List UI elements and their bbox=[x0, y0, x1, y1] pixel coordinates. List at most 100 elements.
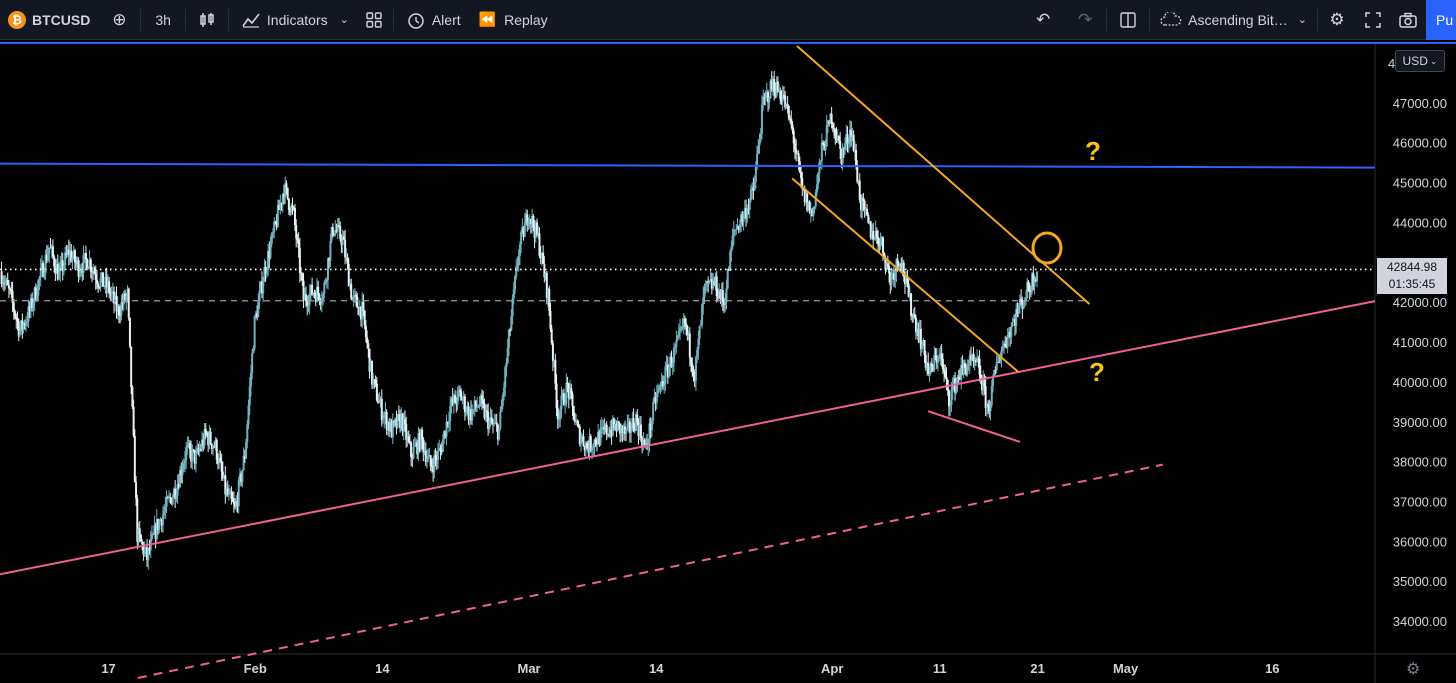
candle-body bbox=[958, 377, 961, 380]
candle-body bbox=[957, 377, 960, 379]
candle-body bbox=[326, 258, 329, 280]
candle-body bbox=[792, 130, 795, 144]
candle-body bbox=[312, 292, 315, 295]
candle-body bbox=[569, 388, 572, 399]
candle-body bbox=[16, 319, 19, 321]
trend-line[interactable] bbox=[137, 463, 1163, 679]
candle-body bbox=[485, 410, 488, 413]
candle-body bbox=[529, 218, 532, 224]
candle-body bbox=[38, 277, 41, 281]
trend-line[interactable] bbox=[791, 177, 1019, 373]
candle-body bbox=[658, 386, 661, 390]
candle-body bbox=[414, 442, 417, 446]
candle-body bbox=[176, 484, 179, 496]
replay-button[interactable]: ⏪ Replay bbox=[471, 0, 556, 40]
candle-body bbox=[770, 80, 773, 89]
candles-icon bbox=[200, 12, 214, 27]
chart-type-button[interactable] bbox=[186, 0, 228, 40]
candle-body bbox=[824, 146, 827, 151]
candle-body bbox=[978, 358, 981, 375]
candle-body bbox=[359, 306, 362, 320]
layout-dropdown[interactable]: ⌄ bbox=[1294, 0, 1317, 40]
grid-icon bbox=[366, 11, 382, 28]
candle-body bbox=[916, 328, 919, 333]
snapshot-button[interactable] bbox=[1390, 0, 1456, 40]
settings-button[interactable]: ⚙ bbox=[1318, 0, 1356, 40]
candle-body bbox=[276, 205, 279, 227]
price-chart[interactable]: 34000.00 35000.00 36000.00 37000.00 38000.00… bbox=[0, 40, 1456, 683]
candle-body bbox=[521, 227, 524, 233]
candle-body bbox=[644, 443, 647, 445]
interval-button[interactable]: 3h bbox=[141, 0, 185, 40]
candle-body bbox=[459, 390, 462, 392]
candle-body bbox=[938, 356, 941, 358]
candle-body bbox=[496, 424, 499, 440]
candle-body bbox=[188, 443, 191, 450]
bar-countdown: 01:35:45 bbox=[1388, 277, 1436, 291]
candle-body bbox=[835, 135, 838, 141]
candle-body bbox=[430, 466, 433, 468]
candle-body bbox=[81, 270, 84, 273]
candle-body bbox=[826, 120, 829, 125]
trend-line[interactable] bbox=[0, 300, 1376, 576]
layout-name-button[interactable]: Ascending Bit… bbox=[1150, 0, 1294, 40]
trend-line[interactable] bbox=[0, 162, 1376, 169]
candle-body bbox=[1026, 281, 1029, 299]
candle-body bbox=[45, 254, 48, 261]
symbol-button[interactable]: ₿ BTCUSD bbox=[0, 0, 98, 40]
candle-body bbox=[351, 298, 354, 300]
indicators-button[interactable]: Indicators bbox=[229, 0, 334, 40]
candle-body bbox=[23, 323, 26, 326]
axis-settings-button[interactable]: ⚙ bbox=[1406, 659, 1420, 679]
redo-button[interactable]: ↷ bbox=[1064, 0, 1106, 40]
candle-body bbox=[796, 153, 799, 155]
indicators-dropdown[interactable]: ⌄ bbox=[334, 0, 355, 40]
time-axis-label: 14 bbox=[375, 661, 390, 676]
time-axis-label: Apr bbox=[821, 661, 843, 676]
candle-body bbox=[367, 343, 370, 349]
candle-body bbox=[470, 409, 473, 421]
candle-body bbox=[364, 325, 367, 338]
candle-body bbox=[416, 442, 419, 455]
candle-body bbox=[741, 214, 744, 222]
candle-body bbox=[680, 327, 683, 329]
candle-body bbox=[78, 272, 81, 277]
candle-body bbox=[969, 355, 972, 360]
trend-line[interactable] bbox=[927, 410, 1021, 443]
fullscreen-button[interactable] bbox=[1356, 0, 1390, 40]
candle-body bbox=[194, 452, 197, 464]
templates-button[interactable] bbox=[355, 0, 393, 40]
candle-body bbox=[839, 140, 842, 149]
candle-body bbox=[396, 414, 399, 428]
candle-body bbox=[484, 410, 487, 418]
candle-body bbox=[289, 209, 292, 213]
candle-body bbox=[293, 208, 296, 225]
candle-body bbox=[867, 214, 870, 223]
candle-body bbox=[572, 405, 575, 420]
layout-button[interactable] bbox=[1107, 0, 1149, 40]
undo-button[interactable]: ↶ bbox=[1022, 0, 1064, 40]
publish-button[interactable]: Pu bbox=[1426, 0, 1456, 40]
candle-body bbox=[742, 214, 745, 222]
plus-circle-icon: ⊕ bbox=[112, 10, 127, 29]
compare-button[interactable]: ⊕ bbox=[98, 0, 140, 40]
alert-button[interactable]: Alert bbox=[394, 0, 471, 40]
candle-body bbox=[760, 105, 763, 135]
currency-button[interactable]: USD ⌄ bbox=[1395, 50, 1445, 72]
candle-body bbox=[234, 503, 237, 507]
candle-body bbox=[136, 498, 139, 542]
candle-body bbox=[219, 458, 222, 462]
fullscreen-icon bbox=[1365, 11, 1381, 28]
candle-body bbox=[65, 252, 68, 255]
candle-body bbox=[863, 201, 866, 210]
price-axis-label: 34000.00 bbox=[1393, 614, 1447, 629]
candle-body bbox=[166, 497, 169, 499]
trend-line[interactable] bbox=[796, 45, 1091, 305]
time-axis-label: 17 bbox=[101, 661, 115, 676]
candle-body bbox=[941, 359, 944, 369]
candle-body bbox=[33, 287, 36, 303]
candle-body bbox=[752, 187, 755, 191]
candle-body bbox=[422, 439, 425, 453]
candle-body bbox=[595, 443, 598, 445]
candle-body bbox=[890, 274, 893, 285]
